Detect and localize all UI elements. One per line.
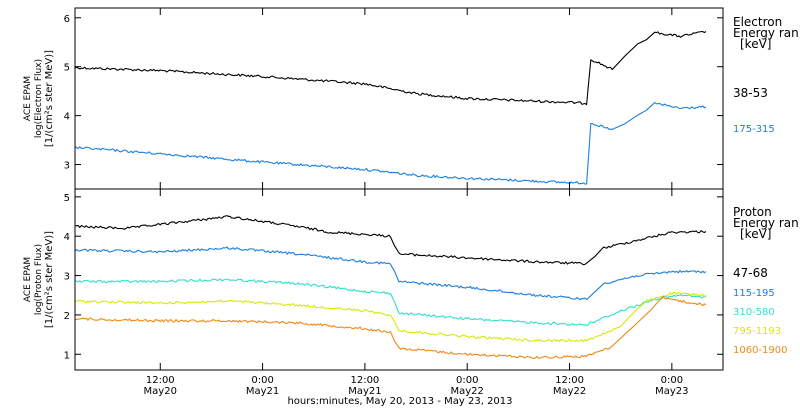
legend-entry-115-195: 115-195 — [733, 288, 775, 299]
legend-title-line: [keV] — [740, 227, 771, 241]
panel-electron: 3 4 5 6 ACE EPAM log(Electron Flux) [1/(cm²s s… — [23, 7, 799, 190]
x-tick-label-day: May21 — [246, 386, 279, 397]
series-trace-795-1193 — [74, 291, 707, 343]
x-tick-label-time: 12:00 — [350, 375, 379, 386]
legend-title-line: [keV] — [740, 37, 771, 51]
y-axis-label-line: ACE EPAM — [23, 257, 33, 302]
series-trace-38-53 — [74, 30, 707, 106]
y-tick-label: 3 — [64, 161, 70, 172]
series-trace-115-195 — [74, 246, 707, 301]
panel-frame — [74, 7, 724, 190]
legend-entry-47-68: 47-68 — [733, 266, 768, 280]
y-tick-label: 3 — [64, 272, 70, 283]
y-axis-label-line: log(Electron Flux) — [34, 59, 44, 138]
y-tick-label: 5 — [64, 193, 70, 204]
y-axis-label-line: [1/(cm²s ster MeV)] — [44, 50, 55, 147]
y-tick-label: 5 — [64, 63, 70, 74]
legend-entry-38-53: 38-53 — [733, 86, 768, 100]
x-tick-label-day: May23 — [655, 386, 688, 397]
x-tick-label-time: 0:00 — [456, 375, 478, 386]
y-axis-label-line: [1/(cm²s ster MeV)] — [44, 231, 55, 328]
y-tick-label: 2 — [64, 311, 70, 322]
legend-title-line: Electron — [733, 15, 782, 29]
legend-title-line: Proton — [733, 205, 772, 219]
x-tick-label-time: 12:00 — [555, 375, 584, 386]
x-tick-label-day: May21 — [348, 386, 381, 397]
x-tick-label-time: 0:00 — [661, 375, 683, 386]
panel-frame — [74, 188, 724, 371]
x-tick-label-day: May22 — [553, 386, 586, 397]
legend-entry-1060-1900: 1060-1900 — [733, 345, 788, 356]
y-axis-label-line: ACE EPAM — [23, 76, 33, 121]
y-axis-label-line: log(Proton Flux) — [34, 244, 44, 315]
series-trace-1060-1900 — [74, 295, 707, 360]
panel-proton: 1 2 3 4 5 ACE EPAM log(Proton Flux) [1/(cm²s st… — [23, 188, 799, 371]
x-tick-label-time: 0:00 — [251, 375, 273, 386]
series-trace-310-580 — [74, 278, 707, 326]
x-axis-label: hours:minutes, May 20, 2013 - May 23, 20… — [287, 396, 512, 407]
y-tick-label: 4 — [64, 112, 70, 123]
legend-title-line: Energy ran — [733, 26, 799, 40]
y-tick-label: 6 — [64, 14, 70, 25]
legend-title-line: Energy ran — [733, 216, 799, 230]
legend-entry-795-1193: 795-1193 — [733, 326, 781, 337]
series-trace-47-68 — [74, 215, 707, 266]
x-tick-label-time: 12:00 — [146, 375, 175, 386]
x-tick-label-day: May22 — [451, 386, 484, 397]
y-tick-label: 1 — [64, 350, 70, 361]
x-tick-label-day: May20 — [144, 386, 177, 397]
legend-entry-310-580: 310-580 — [733, 307, 775, 318]
legend-entry-175-315: 175-315 — [733, 124, 775, 135]
series-trace-175-315 — [74, 101, 707, 185]
y-tick-label: 4 — [64, 232, 70, 243]
